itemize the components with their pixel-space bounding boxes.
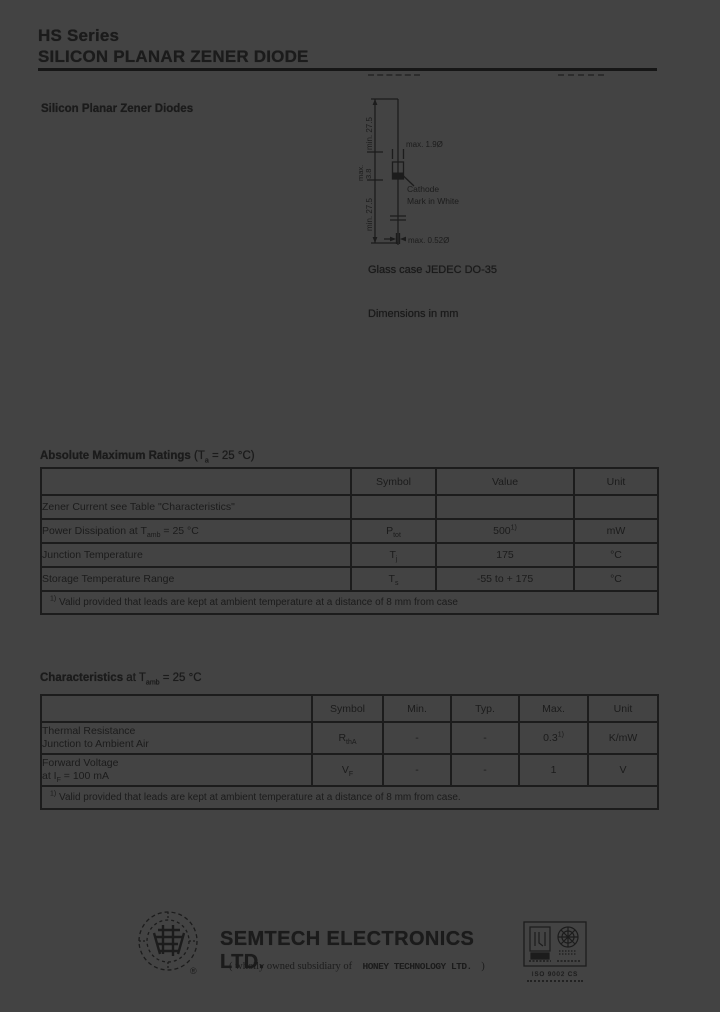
amr-value: 5001) [435, 518, 575, 544]
chars-col-typ: Typ. [450, 694, 520, 723]
registered-mark: ® [190, 966, 197, 976]
semtech-logo: ® [138, 911, 198, 976]
company-name: SEMTECH ELECTRONICS LTD. [220, 928, 475, 973]
amr-symbol [350, 494, 437, 520]
chars-unit: K/mW [587, 721, 659, 755]
amr-col-unit: Unit [573, 467, 659, 496]
chars-min: - [382, 753, 452, 787]
chars-col-max: Max. [518, 694, 589, 723]
dim-lead-bottom-label: min. 27.5 [365, 198, 374, 231]
chars-footnote-row: 1) Valid provided that leads are kept at… [40, 785, 659, 810]
series-title: HS Series [38, 26, 120, 45]
amr-value: 175 [435, 542, 575, 568]
amr-table: Symbol Value Unit Zener Current see Tabl… [40, 467, 659, 615]
chars-col-symbol: Symbol [311, 694, 384, 723]
chars-param: Thermal Resistance Junction to Ambient A… [40, 721, 313, 755]
cert-microtext [527, 980, 583, 982]
chars-symbol: VF [311, 753, 384, 787]
dimensions-note: Dimensions in mm [368, 308, 459, 320]
amr-row-power-dissipation: Power Dissipation at Tamb = 25 °C Ptot 5… [40, 518, 659, 544]
chars-col-parameter [40, 694, 313, 723]
amr-symbol: Ts [350, 566, 437, 592]
amr-footnote-row: 1) Valid provided that leads are kept at… [40, 590, 659, 615]
title-rule [38, 68, 657, 71]
amr-param: Zener Current see Table "Characteristics… [40, 494, 352, 520]
amr-param: Storage Temperature Range [40, 566, 352, 592]
amr-footnote: 1) Valid provided that leads are kept at… [40, 590, 659, 615]
subsidiary-line: ( wholly owned subsidiary of HONEY TECHN… [229, 961, 485, 972]
chars-footnote: 1) Valid provided that leads are kept at… [40, 785, 659, 810]
chars-row-forward-voltage: Forward Voltage at IF = 100 mA VF - - 1 … [40, 753, 659, 787]
amr-param: Junction Temperature [40, 542, 352, 568]
dim-lead-top-label: min. 27.5 [365, 117, 374, 150]
amr-row-junction-temperature: Junction Temperature Tj 175 °C [40, 542, 659, 568]
page-title: SILICON PLANAR ZENER DIODE [38, 47, 309, 66]
dim-body-len-label-1: max. [356, 165, 365, 181]
amr-row-zener-current: Zener Current see Table "Characteristics… [40, 494, 659, 520]
chars-max: 0.31) [518, 721, 589, 755]
chars-symbol: RthA [311, 721, 384, 755]
chars-col-min: Min. [382, 694, 452, 723]
case-note: Glass case JEDEC DO-35 [368, 264, 497, 276]
certification-marks-icon [523, 921, 587, 967]
amr-value [435, 494, 575, 520]
chars-unit: V [587, 753, 659, 787]
amr-unit: °C [573, 566, 659, 592]
chars-typ: - [450, 753, 520, 787]
scan-artifact [368, 74, 420, 76]
characteristics-heading: Characteristics at Tamb = 25 °C [40, 672, 202, 687]
cert-text: ISO 9002 CS [531, 972, 579, 978]
cathode-label-line2: Mark in White [407, 196, 459, 206]
amr-param: Power Dissipation at Tamb = 25 °C [40, 518, 352, 544]
characteristics-table: Symbol Min. Typ. Max. Unit Thermal Resis… [40, 694, 659, 810]
intro-heading: Silicon Planar Zener Diodes [41, 103, 194, 115]
amr-header-row: Symbol Value Unit [40, 467, 659, 496]
amr-col-value: Value [435, 467, 575, 496]
amr-unit: mW [573, 518, 659, 544]
scan-artifact [558, 74, 604, 76]
amr-unit: °C [573, 542, 659, 568]
chars-col-unit: Unit [587, 694, 659, 723]
dim-body-len-label-2: 3.8 [364, 169, 373, 179]
chars-header-row: Symbol Min. Typ. Max. Unit [40, 694, 659, 723]
amr-symbol: Ptot [350, 518, 437, 544]
amr-row-storage-temperature: Storage Temperature Range Ts -55 to + 17… [40, 566, 659, 592]
chars-param: Forward Voltage at IF = 100 mA [40, 753, 313, 787]
chars-min: - [382, 721, 452, 755]
dim-body-dia-label: max. 1.9Ø [406, 140, 443, 149]
cathode-label-line1: Cathode [407, 184, 439, 194]
amr-value: -55 to + 175 [435, 566, 575, 592]
chars-typ: - [450, 721, 520, 755]
certification-block: ISO 9002 CS [523, 921, 587, 982]
chars-row-thermal-resistance: Thermal Resistance Junction to Ambient A… [40, 721, 659, 755]
amr-col-parameter [40, 467, 352, 496]
package-outline-diagram: min. 27.5 max. 1.9Ø max. 3.8 min. 27.5 C… [356, 98, 459, 245]
amr-symbol: Tj [350, 542, 437, 568]
amr-heading: Absolute Maximum Ratings (Ta = 25 °C) [40, 450, 255, 465]
dim-lead-dia-label: max. 0.52Ø [408, 236, 449, 245]
chars-max: 1 [518, 753, 589, 787]
amr-unit [573, 494, 659, 520]
amr-col-symbol: Symbol [350, 467, 437, 496]
